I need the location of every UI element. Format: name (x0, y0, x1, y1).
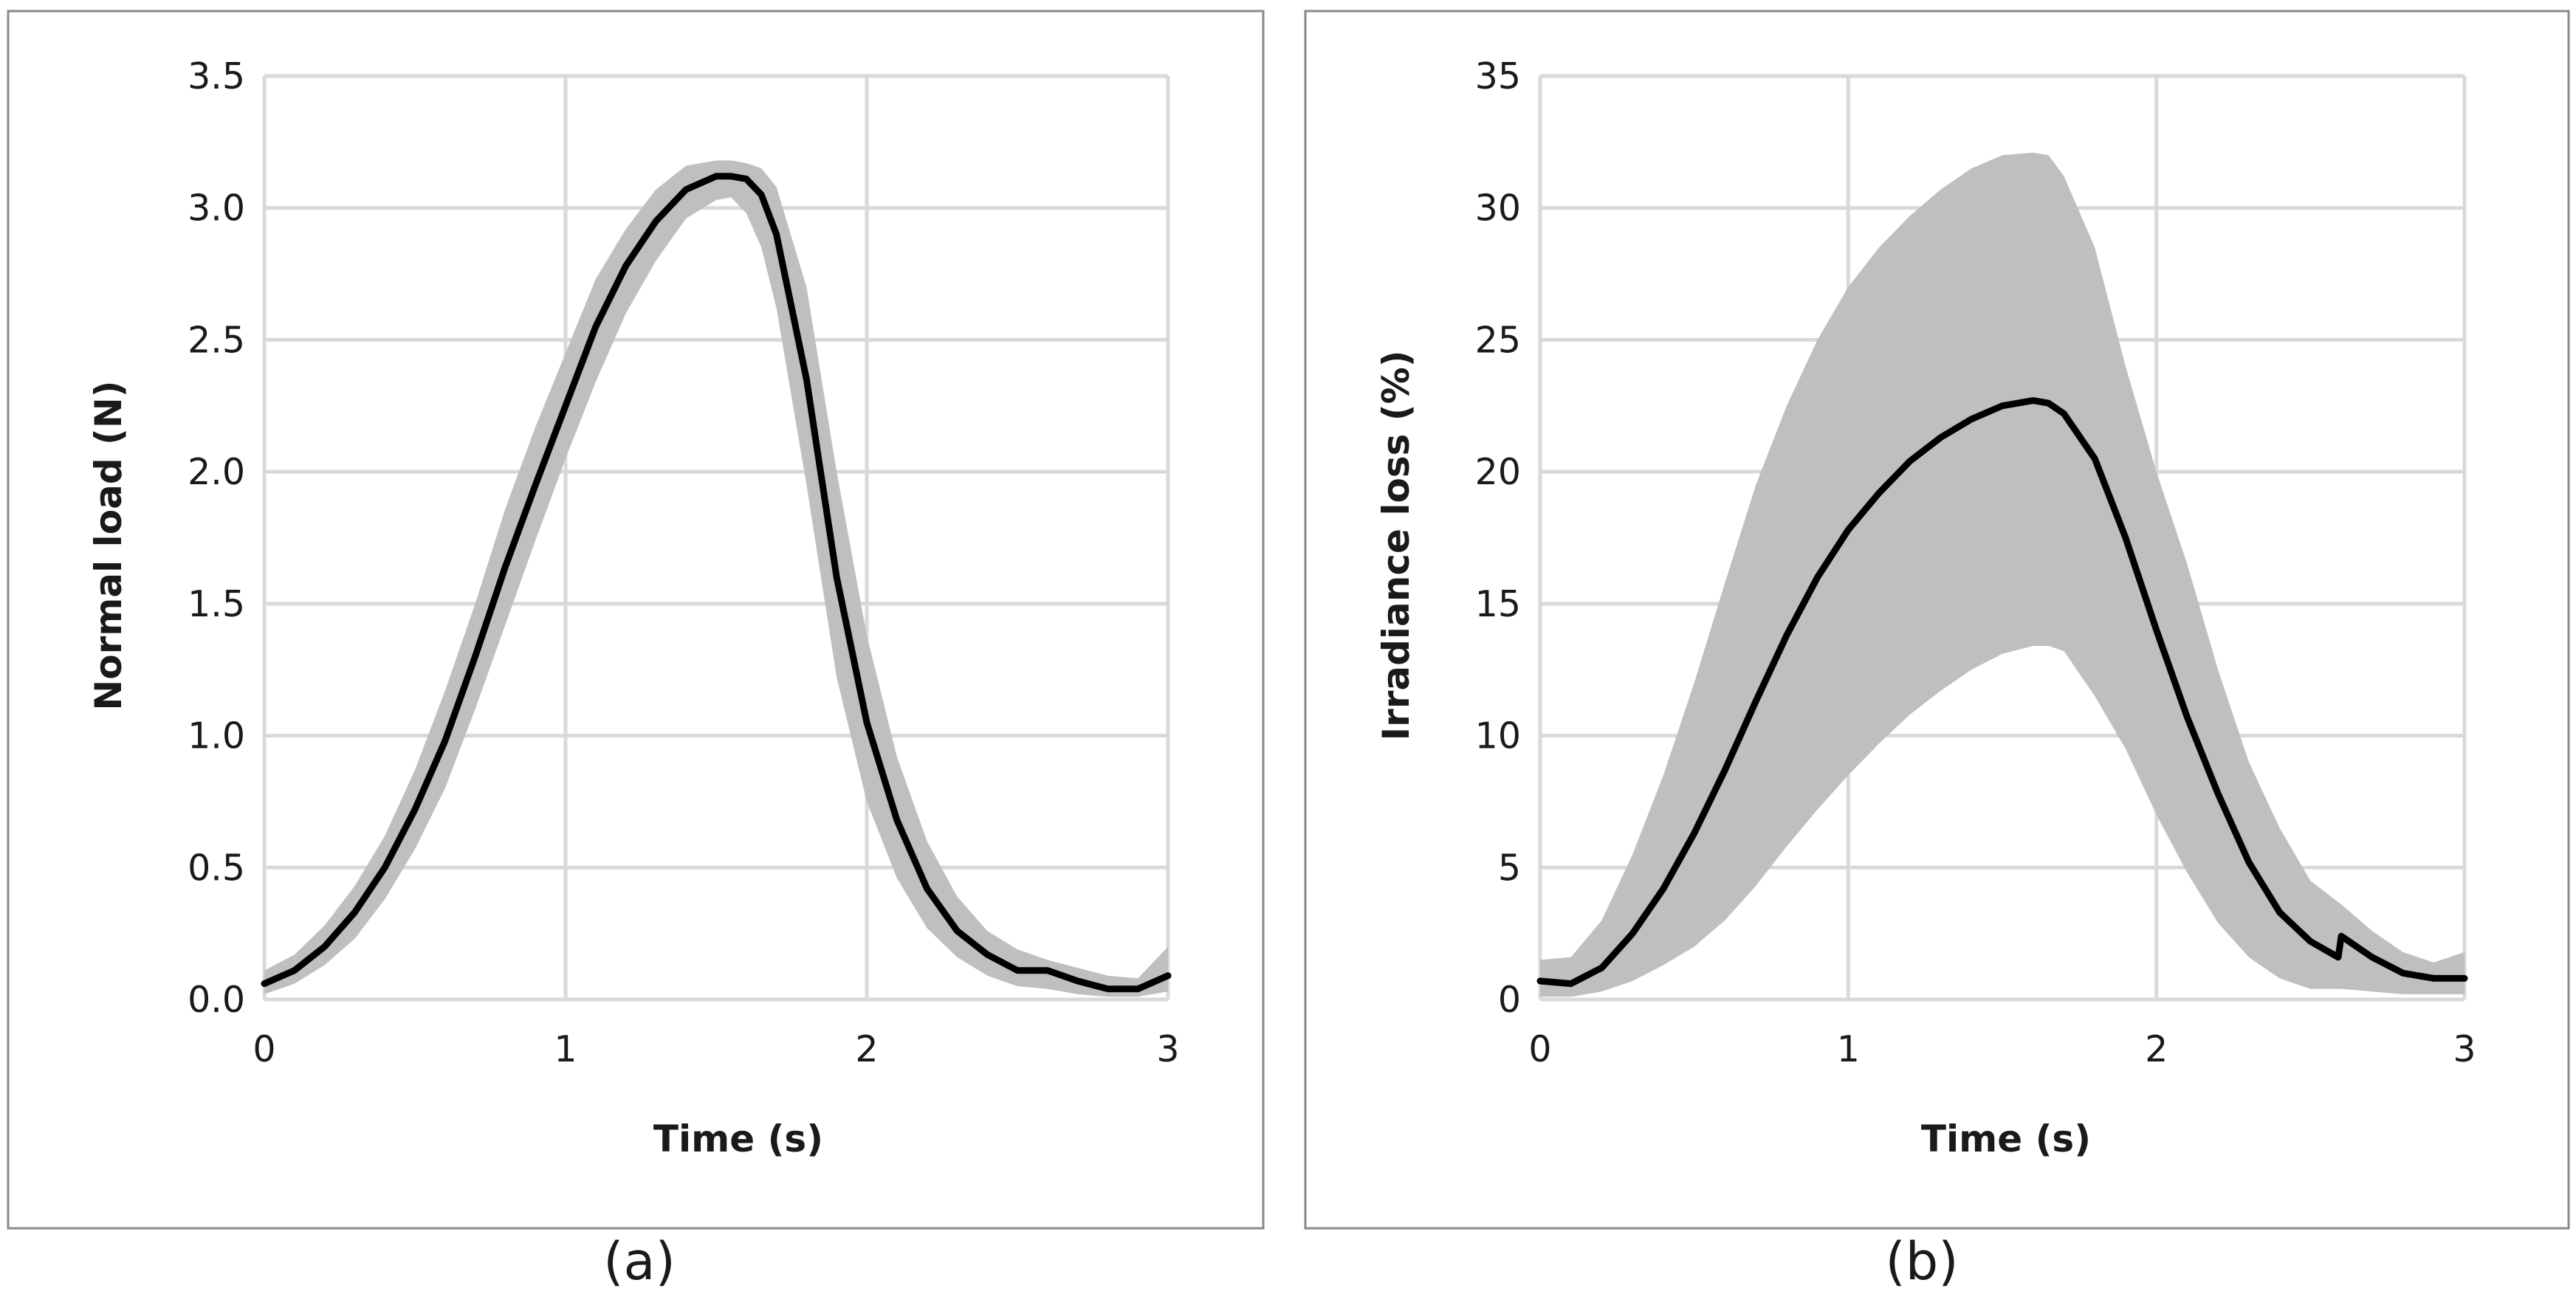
panel-b-caption: (b) (1885, 1231, 1958, 1292)
panel-a-x-tick-label: 0 (253, 1028, 275, 1070)
panel-a-y-tick-label: 1.0 (188, 715, 245, 757)
panel-a-normal-load-chart: 0.0 0.5 1.0 1.5 2.0 2.5 3.0 3.5 0 1 2 3 Time (s) N… (7, 10, 1265, 1230)
panel-b-y-tick-label: 0 (1498, 979, 1521, 1021)
panel-b-x-tick-label: 2 (2145, 1028, 2168, 1070)
panel-b-x-tick-label: 1 (1837, 1028, 1860, 1070)
panel-b-y-tick-label: 20 (1475, 451, 1521, 493)
panel-b-irradiance-loss-chart: 0 5 10 15 20 25 30 35 0 1 2 3 Time (s) Irradiance … (1304, 10, 2570, 1230)
panel-a-variability-band (264, 160, 1168, 997)
panel-a-y-tick-label: 0.0 (188, 979, 245, 1021)
panel-b-y-tick-label: 25 (1475, 319, 1521, 361)
panel-a-gridlines (262, 74, 1170, 1002)
panel-b-x-tick-label: 3 (2453, 1028, 2476, 1070)
panel-a-y-tick-label: 0.5 (188, 847, 245, 889)
panel-b-variability-band (1540, 152, 2465, 997)
panel-a-mean-line (261, 173, 1172, 993)
panel-a-y-axis-title: Normal load (N) (87, 380, 130, 710)
panel-b-y-tick-label: 30 (1475, 187, 1521, 230)
panel-b-y-tick-label: 15 (1475, 583, 1521, 625)
panel-b-x-axis-title: Time (s) (1921, 1118, 2091, 1160)
panel-a-y-tick-label: 3.5 (188, 55, 245, 97)
panel-a-line-layer (261, 173, 1172, 993)
panel-a-y-tick-label: 2.0 (188, 451, 245, 493)
panel-a-y-tick-labels: 0.0 0.5 1.0 1.5 2.0 2.5 3.0 3.5 (188, 55, 245, 1021)
panel-a-y-tick-label: 3.0 (188, 187, 245, 230)
panel-b-y-tick-labels: 0 5 10 15 20 25 30 35 (1475, 55, 1521, 1021)
panel-a-caption: (a) (603, 1231, 676, 1292)
panel-a-x-axis-title: Time (s) (653, 1118, 823, 1160)
panel-b-band-layer (1540, 152, 2465, 997)
panel-b-x-tick-labels: 0 1 2 3 (1528, 1028, 2476, 1070)
panel-b-frame (1304, 10, 2570, 1230)
panel-a-x-tick-label: 1 (554, 1028, 577, 1070)
panel-a-y-tick-label: 2.5 (188, 319, 245, 361)
panel-a-x-tick-labels: 0 1 2 3 (253, 1028, 1179, 1070)
panel-b-line-layer (1536, 397, 2468, 988)
panel-b-y-axis-title: Irradiance loss (%) (1375, 350, 1418, 740)
panel-b-y-tick-label: 10 (1475, 715, 1521, 757)
panel-b-y-tick-label: 5 (1498, 847, 1521, 889)
panel-a-frame (7, 10, 1265, 1230)
panel-b-y-tick-label: 35 (1475, 55, 1521, 97)
panel-b-mean-line (1536, 397, 2468, 988)
panel-a-y-tick-label: 1.5 (188, 583, 245, 625)
panel-a-x-tick-label: 2 (855, 1028, 878, 1070)
panel-a-band-layer (264, 160, 1168, 997)
panel-a-x-tick-label: 3 (1156, 1028, 1179, 1070)
panel-b-x-tick-label: 0 (1528, 1028, 1551, 1070)
